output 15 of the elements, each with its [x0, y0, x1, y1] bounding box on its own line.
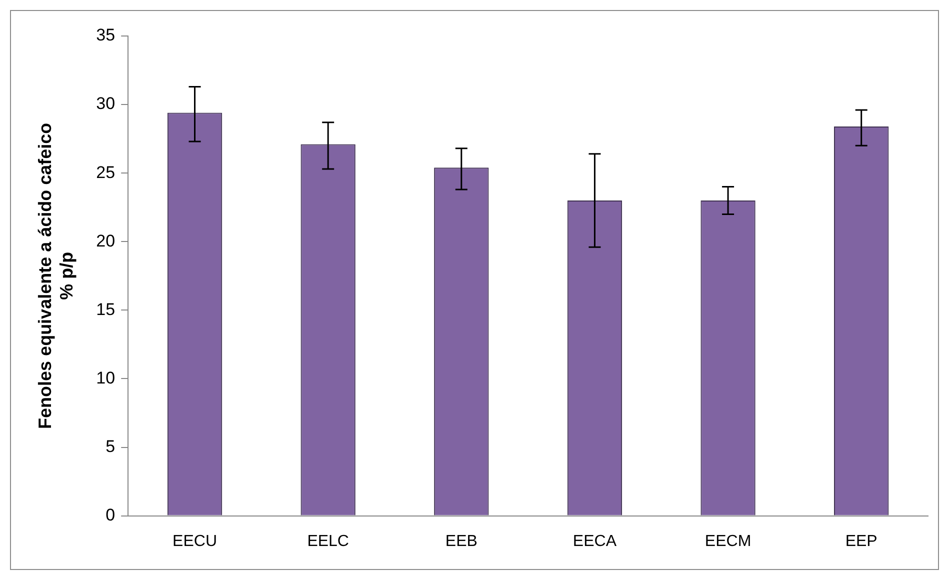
- y-tick-label: 10: [96, 368, 116, 388]
- y-tick-label: 35: [96, 26, 116, 45]
- x-tick-label: EECM: [704, 532, 752, 550]
- x-tick-label: EECA: [572, 532, 617, 550]
- y-tick-label: 30: [96, 94, 116, 114]
- y-tick-label: 25: [96, 162, 116, 182]
- y-axis-title: Fenoles equivalente a ácido cafeico % p/p: [34, 122, 76, 429]
- y-tick-label: 5: [106, 436, 116, 456]
- x-tick-label: EEB: [445, 532, 478, 550]
- y-tick-label: 0: [106, 505, 116, 524]
- y-tick-label: 15: [96, 300, 116, 319]
- x-tick-label: EECU: [172, 532, 217, 550]
- y-tick-label: 20: [96, 231, 116, 250]
- x-tick-label: EELC: [307, 532, 349, 550]
- x-tick-label: EEP: [845, 532, 878, 550]
